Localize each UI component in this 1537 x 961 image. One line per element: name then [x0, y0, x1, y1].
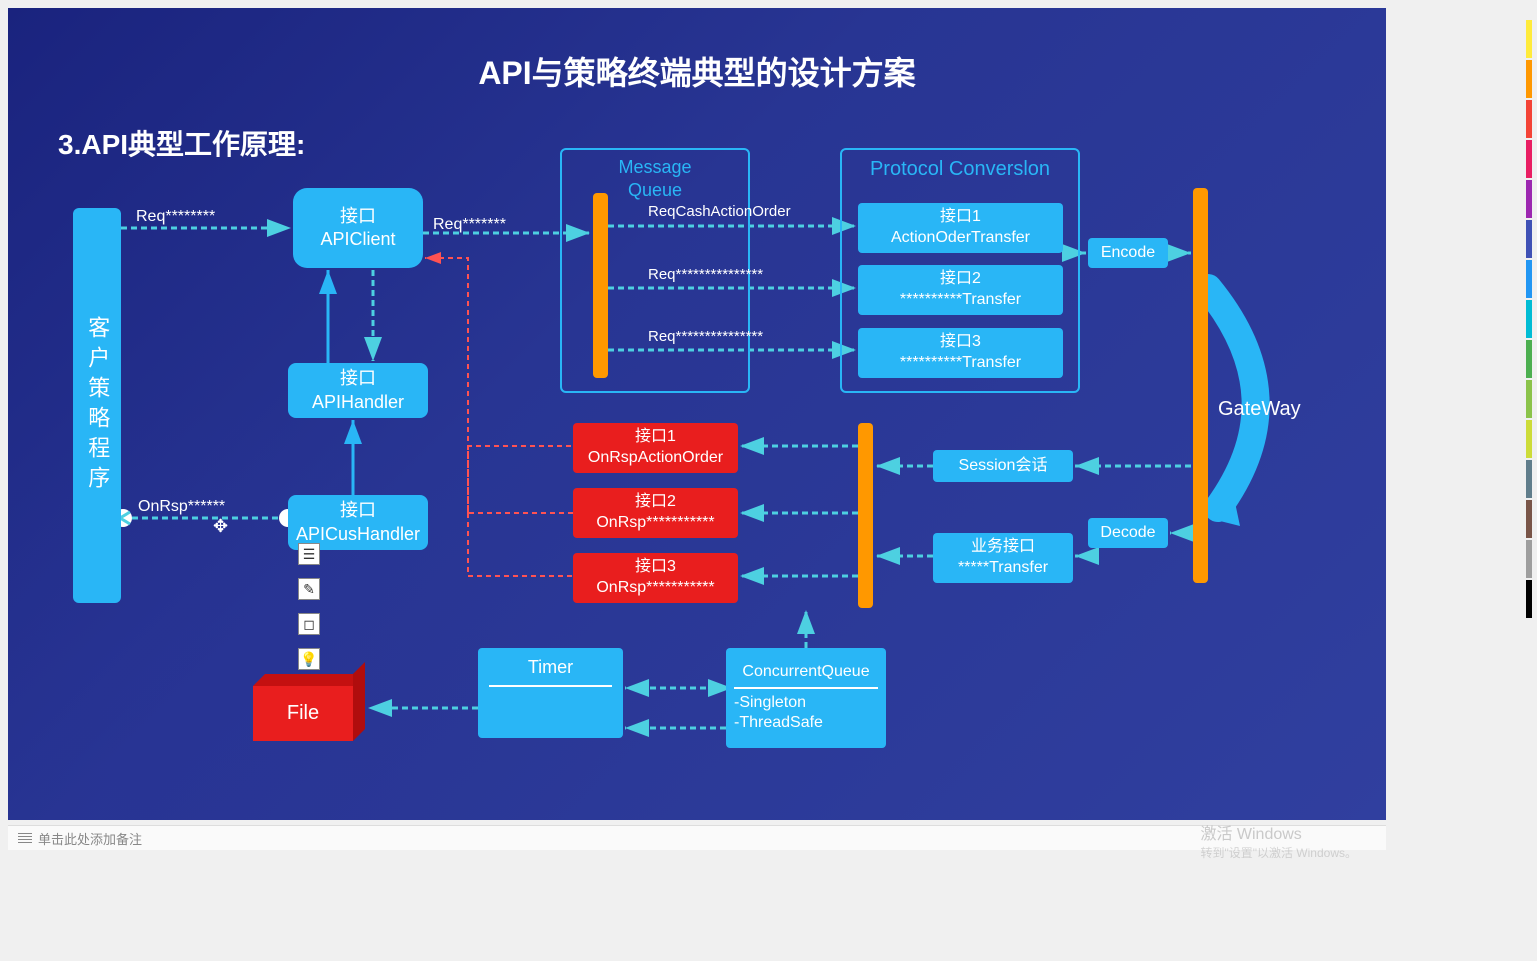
- slide-subtitle: 3.API典型工作原理:: [58, 123, 305, 163]
- edge-label-reqcash: ReqCashActionOrder: [648, 203, 791, 220]
- orange-bar-1: [593, 193, 608, 378]
- edge-label-req1: Req********: [136, 208, 215, 226]
- color-swatch[interactable]: [1526, 140, 1532, 178]
- node-label: Queue: [628, 179, 682, 202]
- edge-label-req2: Req*******: [433, 216, 506, 234]
- watermark-line1: 激活 Windows: [1200, 820, 1357, 844]
- layers-icon[interactable]: ☰: [298, 543, 320, 565]
- node-label: Protocol Converslon: [870, 156, 1050, 182]
- color-swatch[interactable]: [1526, 300, 1532, 338]
- edge-label-req-s3: Req***************: [648, 328, 763, 345]
- node-api-cushandler: 接口 APICusHandler: [288, 495, 428, 550]
- color-swatch[interactable]: [1526, 20, 1532, 58]
- color-swatch[interactable]: [1526, 100, 1532, 138]
- color-swatch[interactable]: [1526, 260, 1532, 298]
- node-biz: 业务接口 *****Transfer: [933, 533, 1073, 583]
- node-decode: Decode: [1088, 518, 1168, 548]
- color-swatch[interactable]: [1526, 340, 1532, 378]
- color-swatch[interactable]: [1526, 500, 1532, 538]
- node-label: OnRspActionOrder: [588, 448, 723, 469]
- node-label: APIClient: [320, 228, 395, 251]
- node-label: OnRsp***********: [596, 578, 714, 599]
- color-swatch[interactable]: [1526, 540, 1532, 578]
- notes-placeholder: 单击此处添加备注: [38, 829, 142, 848]
- node-label: 接口: [340, 499, 376, 522]
- node-label: ConcurrentQueue: [734, 662, 878, 683]
- slide-canvas: API与策略终端典型的设计方案 3.API典型工作原理:: [8, 8, 1386, 820]
- color-swatch[interactable]: [1526, 60, 1532, 98]
- node-label: 接口: [340, 205, 376, 228]
- watermark: 激活 Windows 转到"设置"以激活 Windows。: [1200, 820, 1357, 861]
- node-rsp2: 接口2 OnRsp***********: [573, 488, 738, 538]
- bulb-icon[interactable]: 💡: [298, 648, 320, 670]
- color-swatch[interactable]: [1526, 380, 1532, 418]
- node-api-handler: 接口 APIHandler: [288, 363, 428, 418]
- node-label: *****Transfer: [958, 558, 1048, 579]
- node-label: Message: [618, 156, 691, 179]
- pen-icon[interactable]: ✎: [298, 578, 320, 600]
- color-swatch[interactable]: [1526, 420, 1532, 458]
- node-label: APIHandler: [312, 391, 404, 414]
- orange-bar-3: [1193, 188, 1208, 583]
- node-label: 接口3: [940, 332, 981, 353]
- node-pc1: 接口1 ActionOderTransfer: [858, 203, 1063, 253]
- node-label: OnRsp***********: [596, 513, 714, 534]
- node-pc2: 接口2 **********Transfer: [858, 265, 1063, 315]
- color-swatch[interactable]: [1526, 460, 1532, 498]
- node-customer: 客户策略程序: [73, 208, 121, 603]
- color-swatch[interactable]: [1526, 180, 1532, 218]
- color-sidebar[interactable]: [1526, 20, 1532, 620]
- node-pc3: 接口3 **********Transfer: [858, 328, 1063, 378]
- node-rsp3: 接口3 OnRsp***********: [573, 553, 738, 603]
- watermark-line2: 转到"设置"以激活 Windows。: [1200, 844, 1357, 861]
- color-swatch[interactable]: [1526, 220, 1532, 258]
- node-label: ActionOderTransfer: [891, 228, 1030, 249]
- edge-label-req-s2: Req***************: [648, 266, 763, 283]
- node-timer: Timer: [478, 648, 623, 738]
- slide-title: API与策略终端典型的设计方案: [8, 48, 1386, 94]
- node-label: -Singleton: [734, 693, 878, 714]
- node-label: **********Transfer: [900, 290, 1021, 311]
- node-label: 接口2: [635, 492, 676, 513]
- node-file: File: [253, 686, 353, 741]
- node-encode: Encode: [1088, 238, 1168, 268]
- node-label: **********Transfer: [900, 353, 1021, 374]
- node-label: 业务接口: [971, 537, 1035, 558]
- node-concurrent-queue: ConcurrentQueue -Singleton -ThreadSafe: [726, 648, 886, 748]
- node-label: 接口1: [940, 207, 981, 228]
- notes-bar[interactable]: 单击此处添加备注: [8, 825, 1386, 850]
- notes-icon: [18, 833, 32, 843]
- edge-label-onrsp: OnRsp******: [138, 498, 225, 516]
- cursor-icon: ✥: [213, 516, 228, 537]
- gateway-label: GateWay: [1218, 398, 1301, 421]
- node-session: Session会话: [933, 450, 1073, 482]
- node-label: -ThreadSafe: [734, 713, 878, 734]
- node-rsp1: 接口1 OnRspActionOrder: [573, 423, 738, 473]
- node-label: 接口2: [940, 269, 981, 290]
- color-swatch[interactable]: [1526, 580, 1532, 618]
- node-label: 接口1: [635, 427, 676, 448]
- orange-bar-2: [858, 423, 873, 608]
- node-label: 接口: [340, 367, 376, 390]
- node-api-client: 接口 APIClient: [293, 188, 423, 268]
- square-icon[interactable]: ◻: [298, 613, 320, 635]
- node-label: 接口3: [635, 557, 676, 578]
- node-label: Timer: [528, 656, 573, 679]
